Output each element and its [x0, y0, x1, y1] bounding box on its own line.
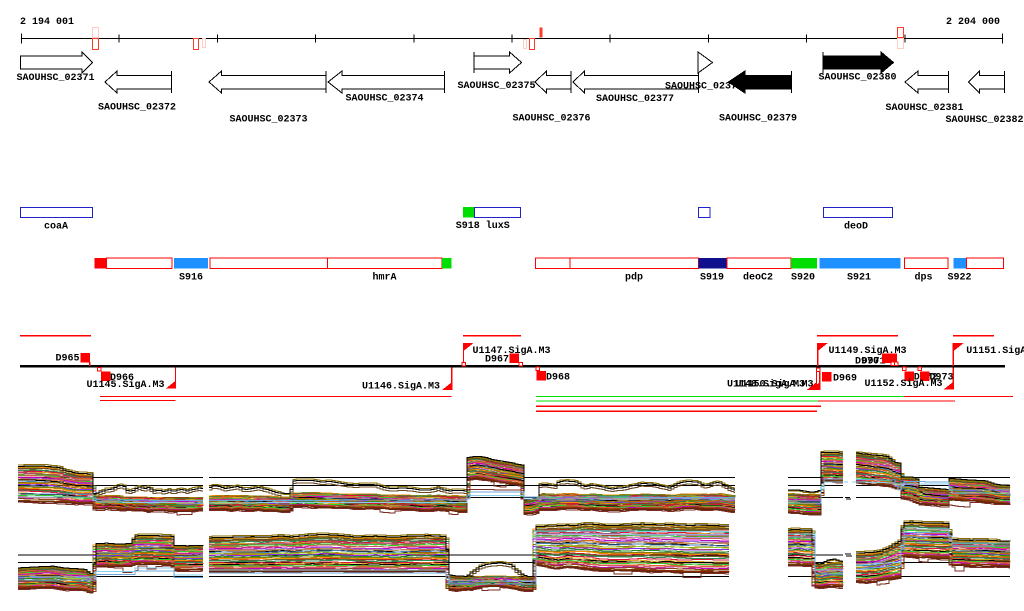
svg-text:2 204 000: 2 204 000 — [946, 17, 1000, 28]
svg-text:S920: S920 — [791, 273, 815, 284]
svg-text:SAOUHSC_02375: SAOUHSC_02375 — [458, 81, 536, 92]
svg-text:D970: D970 — [855, 357, 879, 368]
svg-text:U1146.SigA.M3: U1146.SigA.M3 — [362, 380, 440, 392]
svg-text:SAOUHSC_02377: SAOUHSC_02377 — [596, 94, 674, 105]
svg-text:SAOUHSC_02381: SAOUHSC_02381 — [886, 103, 964, 114]
svg-text:U1145.SigA.M3: U1145.SigA.M3 — [87, 379, 165, 391]
svg-text:SAOUHSC_02380: SAOUHSC_02380 — [819, 72, 897, 83]
svg-text:D967: D967 — [485, 355, 509, 366]
svg-text:S921: S921 — [847, 273, 871, 284]
svg-text:SAOUHSC_02382: SAOUHSC_02382 — [946, 115, 1024, 126]
svg-text:D966: D966 — [110, 373, 134, 384]
svg-text:U1147.SigA.M3: U1147.SigA.M3 — [473, 345, 551, 357]
svg-text:SAOUHSC_02374: SAOUHSC_02374 — [346, 93, 424, 104]
svg-text:U1152.SigA.M3: U1152.SigA.M3 — [865, 378, 943, 390]
svg-text:D971: D971 — [862, 357, 886, 368]
svg-text:D968: D968 — [546, 372, 570, 383]
svg-text:deoC2: deoC2 — [743, 272, 773, 284]
svg-text:SAOUHSC_02373: SAOUHSC_02373 — [230, 114, 308, 125]
svg-text:U1148.SigA.M3: U1148.SigA.M3 — [727, 379, 805, 391]
svg-text:hmrA: hmrA — [373, 272, 397, 284]
svg-text:SAOUHSC_02378: SAOUHSC_02378 — [665, 82, 743, 93]
svg-text:S918 luxS: S918 luxS — [456, 220, 510, 232]
svg-text:D965: D965 — [56, 353, 80, 364]
svg-text:coaA: coaA — [44, 222, 68, 233]
svg-text:SAOUHSC_02379: SAOUHSC_02379 — [719, 113, 797, 124]
svg-text:dps: dps — [915, 272, 933, 284]
svg-text:2 194 001: 2 194 001 — [20, 17, 74, 28]
svg-text:D969: D969 — [833, 374, 857, 385]
svg-text:deoD: deoD — [844, 221, 868, 233]
svg-text:S916: S916 — [179, 273, 203, 284]
svg-text:SAOUHSC_02371: SAOUHSC_02371 — [17, 73, 95, 84]
svg-text:U1151.SigA.M3: U1151.SigA.M3 — [966, 345, 1024, 357]
svg-text:S922: S922 — [948, 273, 972, 284]
svg-text:D973: D973 — [930, 372, 954, 383]
svg-text:U1150.SigA.M3: U1150.SigA.M3 — [736, 379, 814, 391]
svg-text:S919: S919 — [700, 273, 724, 284]
svg-text:pdp: pdp — [625, 272, 643, 284]
svg-text:SAOUHSC_02372: SAOUHSC_02372 — [98, 102, 176, 113]
svg-text:SAOUHSC_02376: SAOUHSC_02376 — [513, 114, 591, 125]
